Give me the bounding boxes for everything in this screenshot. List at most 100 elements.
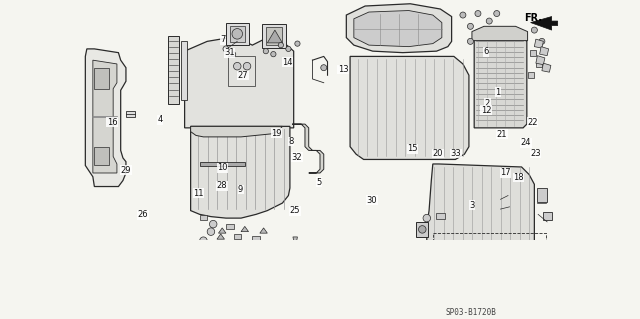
Polygon shape [241, 226, 248, 232]
Polygon shape [427, 164, 534, 297]
Bar [126, 111, 135, 117]
Bar [436, 213, 445, 219]
Bar [530, 50, 536, 56]
Polygon shape [93, 60, 117, 173]
Circle shape [493, 11, 500, 17]
Circle shape [243, 63, 251, 70]
Text: 23: 23 [531, 149, 541, 158]
Text: SP03-B1720B: SP03-B1720B [445, 308, 497, 317]
Polygon shape [268, 30, 282, 43]
Text: 13: 13 [338, 65, 348, 74]
Polygon shape [217, 234, 225, 239]
Circle shape [224, 280, 230, 286]
Circle shape [539, 38, 545, 44]
Polygon shape [531, 17, 557, 30]
Text: 6: 6 [483, 47, 489, 56]
Bar [262, 24, 286, 48]
Text: 4: 4 [157, 115, 163, 124]
Bar [226, 224, 234, 229]
Polygon shape [218, 228, 226, 233]
Circle shape [531, 27, 538, 33]
Text: 12: 12 [481, 106, 492, 115]
Text: 19: 19 [271, 129, 282, 138]
Polygon shape [350, 56, 469, 160]
Circle shape [278, 42, 284, 48]
Bar [207, 272, 216, 280]
Polygon shape [292, 124, 324, 173]
Circle shape [209, 220, 217, 228]
Bar [536, 61, 542, 67]
Bar [433, 233, 546, 301]
Bar [252, 236, 260, 241]
Text: 9: 9 [238, 185, 243, 194]
Circle shape [286, 46, 291, 52]
Bar [222, 272, 231, 280]
Bar [204, 269, 234, 290]
Circle shape [423, 214, 431, 222]
Bar [266, 27, 282, 45]
Circle shape [231, 52, 236, 56]
Polygon shape [474, 38, 527, 128]
Circle shape [419, 226, 426, 233]
Text: 2: 2 [485, 99, 490, 108]
Circle shape [234, 63, 241, 70]
Text: 7: 7 [220, 35, 225, 44]
Text: 25: 25 [290, 206, 300, 215]
Polygon shape [191, 126, 290, 218]
Bar [122, 267, 132, 275]
Text: 18: 18 [513, 173, 524, 182]
Text: 24: 24 [521, 138, 531, 147]
Text: 15: 15 [407, 144, 418, 153]
Bar [230, 26, 244, 42]
Bar [94, 147, 109, 166]
Polygon shape [85, 49, 126, 187]
Polygon shape [244, 262, 268, 272]
Text: 26: 26 [138, 210, 148, 219]
Text: 22: 22 [527, 118, 538, 127]
Text: 1: 1 [495, 88, 500, 97]
Circle shape [372, 274, 381, 283]
Bar [298, 271, 307, 280]
Text: 5: 5 [316, 178, 321, 187]
Circle shape [467, 23, 474, 29]
Polygon shape [301, 241, 306, 252]
Text: 32: 32 [292, 153, 302, 162]
Circle shape [486, 18, 492, 24]
Text: 21: 21 [497, 130, 508, 139]
Polygon shape [191, 126, 282, 137]
Circle shape [263, 48, 268, 54]
Circle shape [134, 289, 143, 298]
Text: 16: 16 [107, 118, 117, 127]
Circle shape [209, 280, 214, 286]
Circle shape [295, 41, 300, 46]
Polygon shape [260, 228, 268, 233]
Polygon shape [540, 47, 548, 56]
Polygon shape [346, 4, 452, 53]
Polygon shape [354, 11, 442, 47]
Polygon shape [293, 237, 298, 248]
Circle shape [460, 12, 466, 18]
Bar [228, 56, 255, 86]
Text: 11: 11 [193, 189, 204, 198]
Bar [317, 256, 362, 299]
Text: 20: 20 [433, 149, 443, 158]
Circle shape [271, 52, 276, 57]
Circle shape [207, 228, 214, 235]
Text: 33: 33 [451, 149, 461, 158]
Circle shape [232, 29, 243, 39]
Text: 14: 14 [282, 58, 292, 67]
Text: 17: 17 [500, 168, 511, 177]
Bar [536, 188, 547, 202]
Text: 27: 27 [237, 71, 248, 80]
Circle shape [225, 241, 232, 248]
Circle shape [121, 259, 128, 267]
Bar [529, 72, 534, 78]
Bar [234, 234, 241, 239]
Bar [94, 68, 109, 89]
Bar [543, 212, 552, 219]
Text: 31: 31 [224, 48, 235, 57]
Bar [416, 222, 428, 237]
Bar [200, 215, 207, 220]
Text: 3: 3 [469, 201, 474, 210]
Polygon shape [536, 56, 545, 65]
